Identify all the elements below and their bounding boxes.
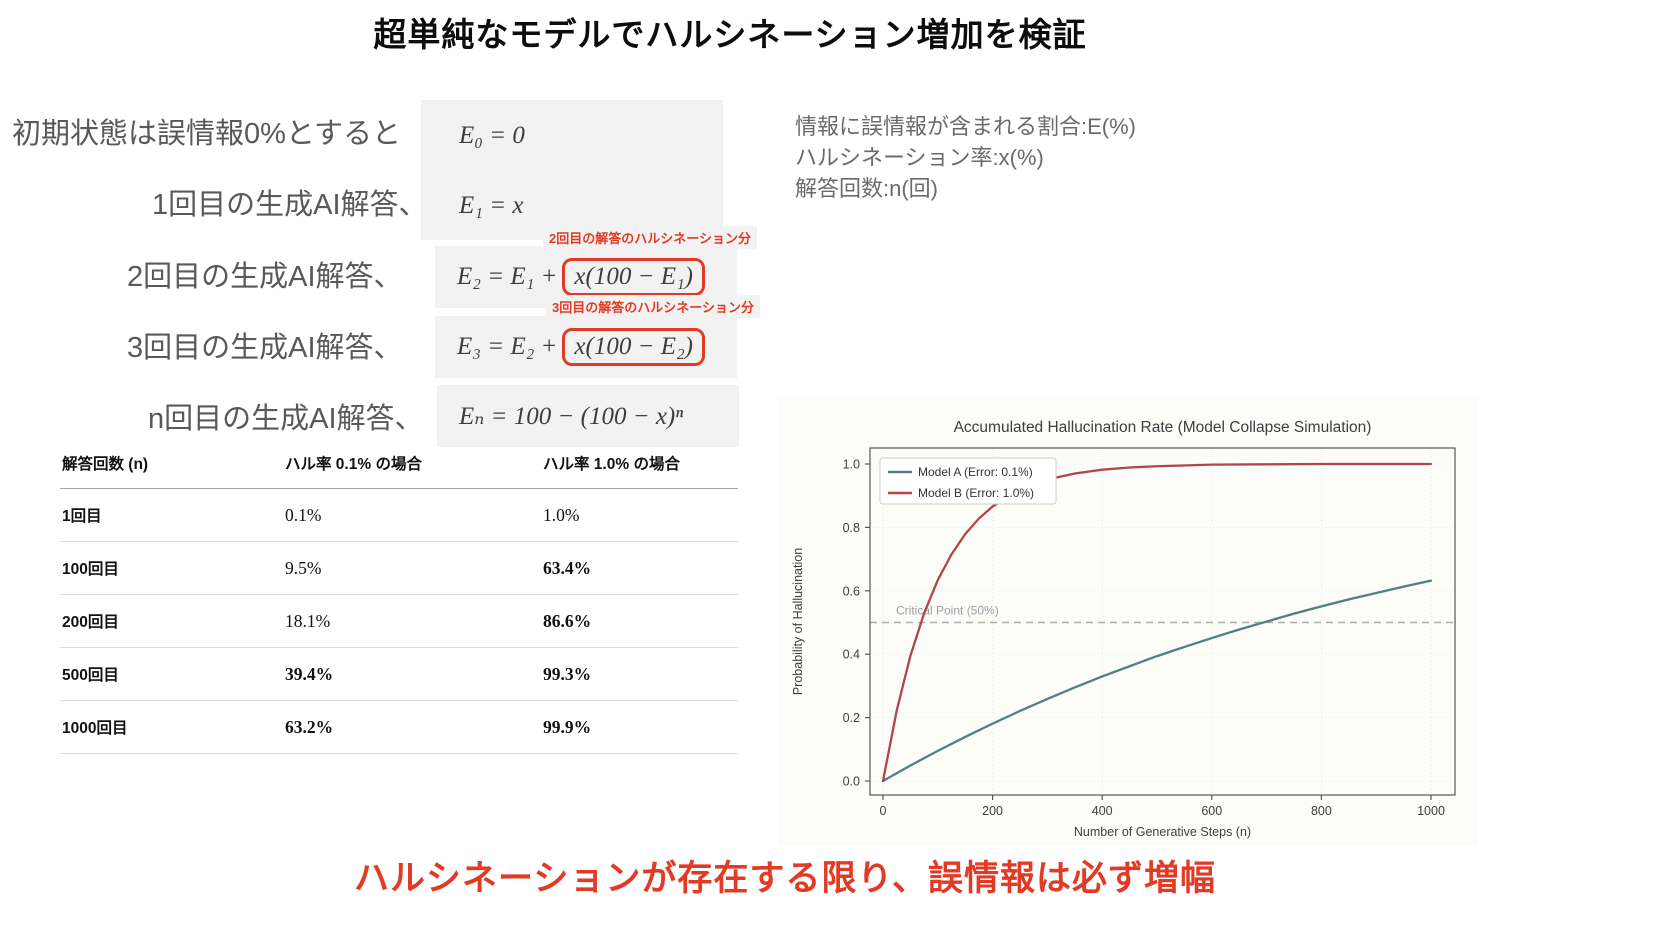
annotation-step2-hallucination: 2回目の解答のハルシネーション分 [543, 226, 757, 249]
formula-e0-text: E₀ = 0 [459, 122, 525, 149]
x-tick-label: 1000 [1417, 804, 1445, 818]
legend-box [879, 457, 1057, 505]
y-tick-label: 1.0 [843, 458, 860, 472]
hallucination-chart: Critical Point (50%) 0 200 400 600 800 1000 0.0… [778, 396, 1478, 846]
y-tick-label: 0.8 [843, 521, 860, 535]
derivation-label-step1: 1回目の生成AI解答、 [152, 189, 428, 221]
cell-rate10: 86.6% [541, 594, 738, 648]
variable-definitions: 情報に誤情報が含まれる割合:E(%) ハルシネーション率:x(%) 解答回数:n… [795, 112, 1136, 204]
cell-rate10: 99.9% [541, 700, 738, 754]
annotation-step3-hallucination: 3回目の解答のハルシネーション分 [546, 295, 760, 318]
x-tick-label: 800 [1311, 804, 1332, 818]
derivation-label-stepn: n回目の生成AI解答、 [148, 403, 424, 435]
formula-e2-boxed-term: x(100 − E₁) [562, 258, 706, 296]
row-label: 500回目 [60, 647, 283, 701]
chart-title: Accumulated Hallucination Rate (Model Co… [954, 419, 1372, 436]
derivation-label-step3: 3回目の生成AI解答、 [127, 332, 403, 364]
x-tick-label: 200 [982, 804, 1003, 818]
y-tick-label: 0.4 [843, 648, 860, 662]
y-axis-label: Probability of Hallucination [791, 548, 805, 695]
cell-rate01: 39.4% [283, 647, 541, 701]
formula-e0: E₀ = 0 [421, 100, 723, 172]
formula-e1-text: E₁ = x [459, 192, 524, 219]
plot-frame [869, 447, 1456, 796]
formula-en-text: Eₙ = 100 − (100 − x)ⁿ [459, 403, 684, 430]
x-axis-label: Number of Generative Steps (n) [1074, 825, 1251, 839]
table-header-row: 解答回数 (n) ハル率 0.1% の場合 ハル率 1.0% の場合 [60, 440, 738, 489]
column-header-n: 解答回数 (n) [60, 440, 283, 489]
formula-e2-text: E₂ = E₁ + [457, 263, 558, 290]
conclusion-statement: ハルシネーションが存在する限り、誤情報は必ず増幅 [354, 859, 1216, 898]
definition-hallucination-rate: ハルシネーション率:x(%) [795, 144, 1044, 170]
cell-rate01: 0.1% [283, 488, 541, 542]
page-title: 超単純なモデルでハルシネーション増加を検証 [373, 16, 1087, 53]
y-tick-label: 0.0 [843, 775, 860, 789]
series-line-a [881, 579, 1433, 783]
cell-rate10: 99.3% [541, 647, 738, 701]
cell-rate01: 18.1% [283, 594, 541, 648]
cell-rate01: 9.5% [283, 541, 541, 595]
definition-error-rate: 情報に誤情報が含まれる割合:E(%) [795, 114, 1137, 139]
cell-rate01: 63.2% [283, 700, 541, 754]
row-label: 1000回目 [60, 700, 283, 754]
series-line-b [881, 462, 1433, 783]
row-label: 100回目 [60, 541, 283, 595]
y-tick-label: 0.6 [843, 584, 860, 598]
critical-line-label: Critical Point (50%) [896, 604, 999, 618]
row-label: 1回目 [60, 488, 283, 542]
y-tick-label: 0.2 [843, 711, 860, 725]
table-row: 200回目 18.1% 86.6% [60, 594, 738, 648]
table-row: 1000回目 63.2% 99.9% [60, 700, 738, 754]
table-row: 1回目 0.1% 1.0% [60, 488, 738, 542]
cell-rate10: 63.4% [541, 541, 738, 595]
table-row: 500回目 39.4% 99.3% [60, 647, 738, 701]
chart-svg: Critical Point (50%) 0 200 400 600 800 1000 0.0… [791, 419, 1456, 839]
definition-answer-count: 解答回数:n(回) [795, 175, 939, 201]
column-header-rate01: ハル率 0.1% の場合 [283, 440, 541, 489]
formula-e3-text: E₃ = E₂ + [457, 333, 558, 360]
hallucination-rate-table: 解答回数 (n) ハル率 0.1% の場合 ハル率 1.0% の場合 1回目 0… [60, 440, 738, 754]
formula-e3-boxed-term: x(100 − E₂) [562, 328, 706, 366]
formula-en: Eₙ = 100 − (100 − x)ⁿ [437, 385, 739, 447]
column-header-rate10: ハル率 1.0% の場合 [541, 440, 738, 489]
derivation-label-initial: 初期状態は誤情報0%とすると [12, 118, 402, 150]
derivation-label-step2: 2回目の生成AI解答、 [127, 261, 403, 293]
x-tick-label: 400 [1092, 804, 1113, 818]
x-tick-label: 600 [1201, 804, 1222, 818]
x-tick-label: 0 [880, 804, 887, 818]
formula-e3: E₃ = E₂ + x(100 − E₂) [435, 316, 737, 378]
cell-rate10: 1.0% [541, 488, 738, 542]
table-row: 100回目 9.5% 63.4% [60, 541, 738, 595]
row-label: 200回目 [60, 594, 283, 648]
legend-label-b: Model B (Error: 1.0%) [918, 486, 1034, 500]
legend-label-a: Model A (Error: 0.1%) [918, 465, 1033, 479]
